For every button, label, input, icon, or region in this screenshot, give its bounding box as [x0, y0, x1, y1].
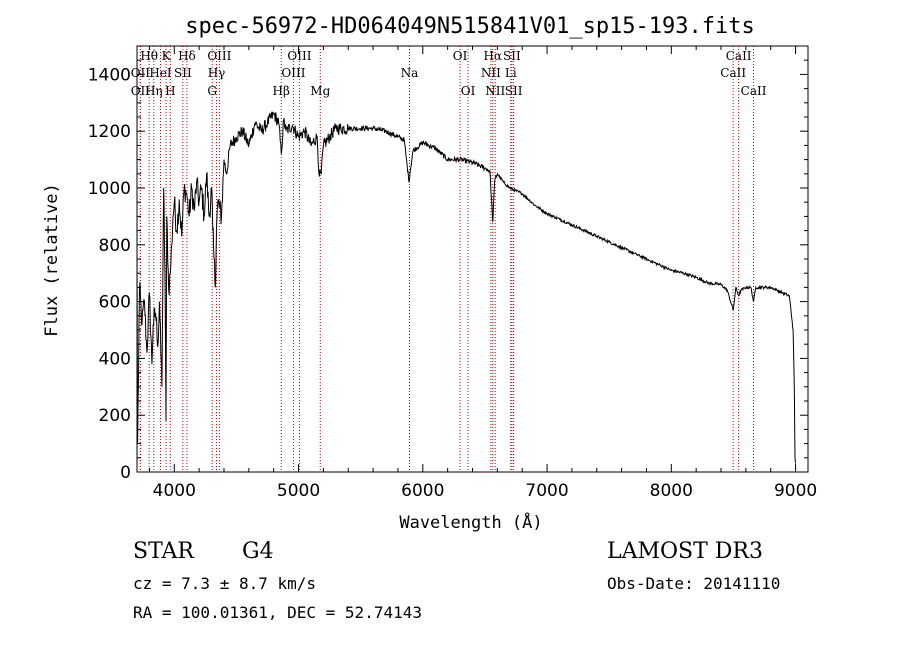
spectral-line-label: OI [453, 49, 468, 63]
spectral-line-label: H [165, 84, 175, 98]
y-tick-label: 1000 [88, 179, 131, 199]
spectral-line-label: Hα [483, 49, 502, 63]
x-tick-label: 6000 [401, 481, 444, 501]
x-tick-label: 7000 [525, 481, 568, 501]
spectral-line-label: Hγ [208, 66, 226, 80]
spectral-line-label: Na [401, 66, 419, 80]
spectral-line-label: CaII [726, 49, 752, 63]
spectral-line-label: NII [481, 66, 501, 80]
spectral-line-label: Mg [310, 84, 330, 98]
spectral-line-label: CaII [741, 84, 767, 98]
spectral-line-label: G [207, 84, 217, 98]
chart-title: spec-56972-HD064049N515841V01_sp15-193.f… [185, 14, 755, 39]
spectral-line-label: OIII [207, 49, 231, 63]
y-tick-label: 800 [99, 236, 131, 256]
spectral-line-label: SII [503, 49, 521, 63]
x-tick-label: 5000 [277, 481, 320, 501]
spectral-line-label: CaII [720, 66, 746, 80]
spectral-line-label: SII [505, 84, 523, 98]
spectral-line-label: OIII [281, 66, 305, 80]
y-tick-label: 0 [120, 463, 131, 483]
plot-frame [136, 45, 809, 473]
y-tick-label: 1200 [88, 122, 131, 142]
spectral-line-label: K [162, 49, 172, 63]
y-tick-label: 1400 [88, 65, 131, 85]
spectral-line-label: Hθ [140, 49, 158, 63]
plot-layer [136, 111, 797, 464]
coordinates: RA = 100.01361, DEC = 52.74143 [133, 603, 422, 622]
spectral-line-label: NII [485, 84, 505, 98]
y-tick-label: 200 [99, 406, 131, 426]
spectral-line-label: SII [174, 66, 192, 80]
spectral-line-label: OIII [287, 49, 311, 63]
y-tick-label: 600 [99, 293, 131, 313]
axis-ticks-layer: 4000 5000 6000 7000 8000 9000 0 200 400 600 800 100… [88, 46, 817, 501]
spectral-line-label: Hη [145, 84, 163, 98]
spectral-line-label: Li [505, 66, 517, 80]
y-tick-label: 400 [99, 349, 131, 369]
flux-series-line [136, 111, 797, 464]
spectral-line-label: Hβ [273, 84, 290, 98]
object-subclass: G4 [242, 539, 274, 564]
y-axis-label: Flux (relative) [42, 183, 62, 337]
spectral-line-label: Hδ [178, 49, 196, 63]
survey-name: LAMOST DR3 [607, 539, 763, 564]
observation-date: Obs-Date: 20141110 [607, 574, 781, 593]
x-tick-label: 8000 [650, 481, 693, 501]
x-tick-label: 9000 [774, 481, 817, 501]
spectral-line-label: OII [131, 84, 151, 98]
spectral-line-label: HeI [149, 66, 172, 80]
x-axis-label: Wavelength (Å) [399, 511, 542, 533]
x-tick-label: 4000 [153, 481, 196, 501]
object-class: STAR [133, 539, 194, 564]
redshift-value: cz = 7.3 ± 8.7 km/s [133, 574, 317, 593]
spectral-line-label: OI [461, 84, 476, 98]
